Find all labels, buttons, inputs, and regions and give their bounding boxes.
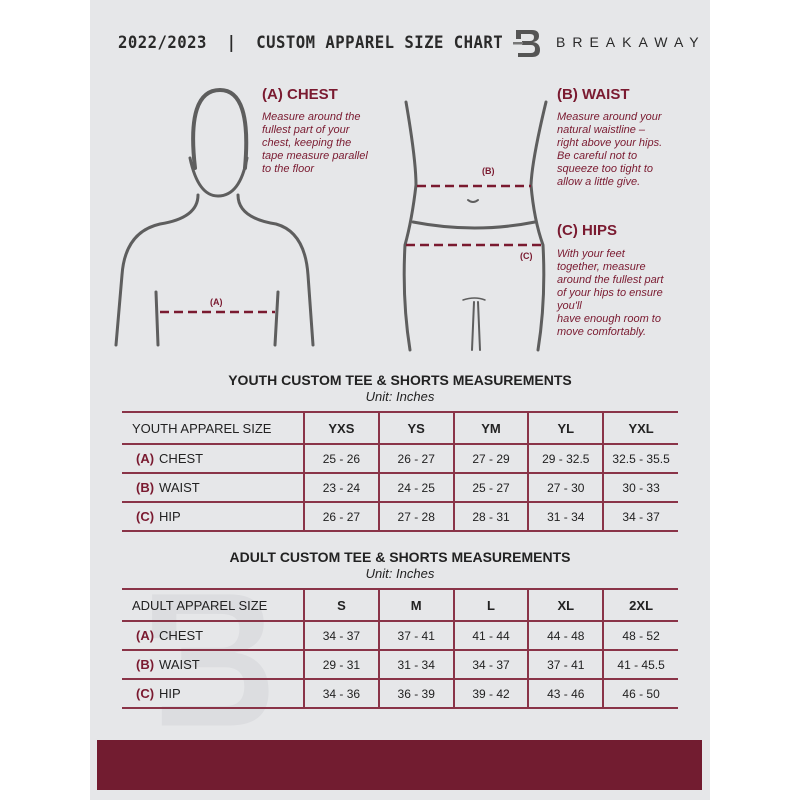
table-cell: 23 - 24 [304, 473, 380, 503]
size-label-header: ADULT APPAREL SIZE [122, 588, 305, 622]
table-cell: 24 - 25 [378, 473, 455, 503]
table-row: (C) HIP 34 - 36 36 - 39 39 - 42 43 - 46 46 - 5… [122, 679, 678, 709]
chest-marker: (A) [210, 297, 223, 307]
breakaway-logo-icon [513, 30, 540, 57]
table-cell: 34 - 37 [304, 621, 380, 651]
measurement-letter: (A) [136, 628, 155, 643]
measurement-letter: (B) [136, 480, 155, 495]
table-row: (B) WAIST 23 - 24 24 - 25 25 - 27 27 - 30 30 -… [122, 473, 678, 503]
adult-size-table: ADULT APPAREL SIZE S M L XL 2XL (A) CHEST 34 - 3… [122, 588, 678, 709]
table-cell: 27 - 29 [453, 444, 530, 474]
adult-table-title: ADULT CUSTOM TEE & SHORTS MEASUREMENTS [229, 549, 571, 565]
size-column-header: 2XL [603, 588, 678, 622]
hips-marker: (C) [520, 251, 533, 261]
measurement-label: (B) WAIST [122, 650, 305, 680]
table-header-row: ADULT APPAREL SIZE S M L XL 2XL [122, 588, 678, 622]
measurement-name: WAIST [159, 657, 200, 672]
measurement-label: (B) WAIST [122, 473, 305, 503]
table-cell: 37 - 41 [528, 650, 605, 680]
table-cell: 34 - 37 [603, 502, 678, 532]
footer-band [97, 740, 702, 790]
waist-marker: (B) [482, 166, 495, 176]
hips-heading: (C) HIPS [557, 222, 617, 239]
table-cell: 32.5 - 35.5 [603, 444, 678, 474]
measurement-letter: (A) [136, 451, 155, 466]
table-cell: 43 - 46 [528, 679, 605, 709]
table-cell: 26 - 27 [378, 444, 455, 474]
table-row: (A) CHEST 25 - 26 26 - 27 27 - 29 29 - 32.5 32… [122, 444, 678, 474]
measurement-letter: (B) [136, 657, 155, 672]
table-cell: 27 - 30 [528, 473, 605, 503]
table-cell: 31 - 34 [528, 502, 605, 532]
table-cell: 41 - 44 [453, 621, 530, 651]
measurement-label: (A) CHEST [122, 444, 305, 474]
table-cell: 41 - 45.5 [603, 650, 678, 680]
chest-description: Measure around the fullest part of your ch… [262, 111, 368, 175]
table-cell: 37 - 41 [378, 621, 455, 651]
table-row: (C) HIP 26 - 27 27 - 28 28 - 31 31 - 34 34 - 3… [122, 502, 678, 532]
size-column-header: YL [528, 411, 605, 445]
adult-table-unit: Unit: Inches [365, 566, 435, 581]
size-column-header: YXS [304, 411, 380, 445]
size-column-header: YS [378, 411, 455, 445]
page-title: 2022/2023 | CUSTOM APPAREL SIZE CHART [118, 33, 504, 53]
table-cell: 28 - 31 [453, 502, 530, 532]
table-cell: 25 - 26 [304, 444, 380, 474]
youth-table-unit: Unit: Inches [365, 389, 435, 404]
waist-heading: (B) WAIST [557, 86, 630, 103]
table-cell: 31 - 34 [378, 650, 455, 680]
measurement-label: (C) HIP [122, 502, 305, 532]
size-column-header: XL [528, 588, 605, 622]
size-column-header: M [378, 588, 455, 622]
table-row: (B) WAIST 29 - 31 31 - 34 34 - 37 37 - 41 41 -… [122, 650, 678, 680]
table-row: (A) CHEST 34 - 37 37 - 41 41 - 44 44 - 48 48 -… [122, 621, 678, 651]
table-cell: 25 - 27 [453, 473, 530, 503]
table-cell: 44 - 48 [528, 621, 605, 651]
table-cell: 29 - 31 [304, 650, 380, 680]
measurement-label: (A) CHEST [122, 621, 305, 651]
table-cell: 30 - 33 [603, 473, 678, 503]
measurement-name: HIP [159, 686, 181, 701]
size-column-header: S [304, 588, 380, 622]
youth-table-title: YOUTH CUSTOM TEE & SHORTS MEASUREMENTS [228, 372, 572, 388]
body-figures [114, 87, 548, 352]
table-cell: 34 - 36 [304, 679, 380, 709]
size-column-header: L [453, 588, 530, 622]
chest-heading: (A) CHEST [262, 86, 338, 103]
measurement-name: WAIST [159, 480, 200, 495]
table-cell: 36 - 39 [378, 679, 455, 709]
size-column-header: YXL [603, 411, 678, 445]
table-cell: 34 - 37 [453, 650, 530, 680]
size-label-header: YOUTH APPAREL SIZE [122, 411, 305, 445]
hips-description: With your feet together, measure around th… [557, 248, 664, 338]
table-cell: 48 - 52 [603, 621, 678, 651]
table-cell: 26 - 27 [304, 502, 380, 532]
table-cell: 29 - 32.5 [528, 444, 605, 474]
size-column-header: YM [453, 411, 530, 445]
chest-figure [114, 87, 315, 347]
measurement-name: CHEST [159, 451, 204, 466]
measurement-label: (C) HIP [122, 679, 305, 709]
table-cell: 46 - 50 [603, 679, 678, 709]
table-cell: 39 - 42 [453, 679, 530, 709]
measurement-name: HIP [159, 509, 181, 524]
measurement-letter: (C) [136, 509, 155, 524]
measurement-name: CHEST [159, 628, 204, 643]
table-header-row: YOUTH APPAREL SIZE YXS YS YM YL YXL [122, 411, 678, 445]
youth-size-table: YOUTH APPAREL SIZE YXS YS YM YL YXL (A) CHEST 25… [122, 411, 678, 532]
brand-name: BREAKAWAY [556, 34, 706, 50]
waist-description: Measure around your natural waistline – ri… [557, 111, 663, 188]
waist-figure [402, 100, 548, 352]
measurement-letter: (C) [136, 686, 155, 701]
table-cell: 27 - 28 [378, 502, 455, 532]
